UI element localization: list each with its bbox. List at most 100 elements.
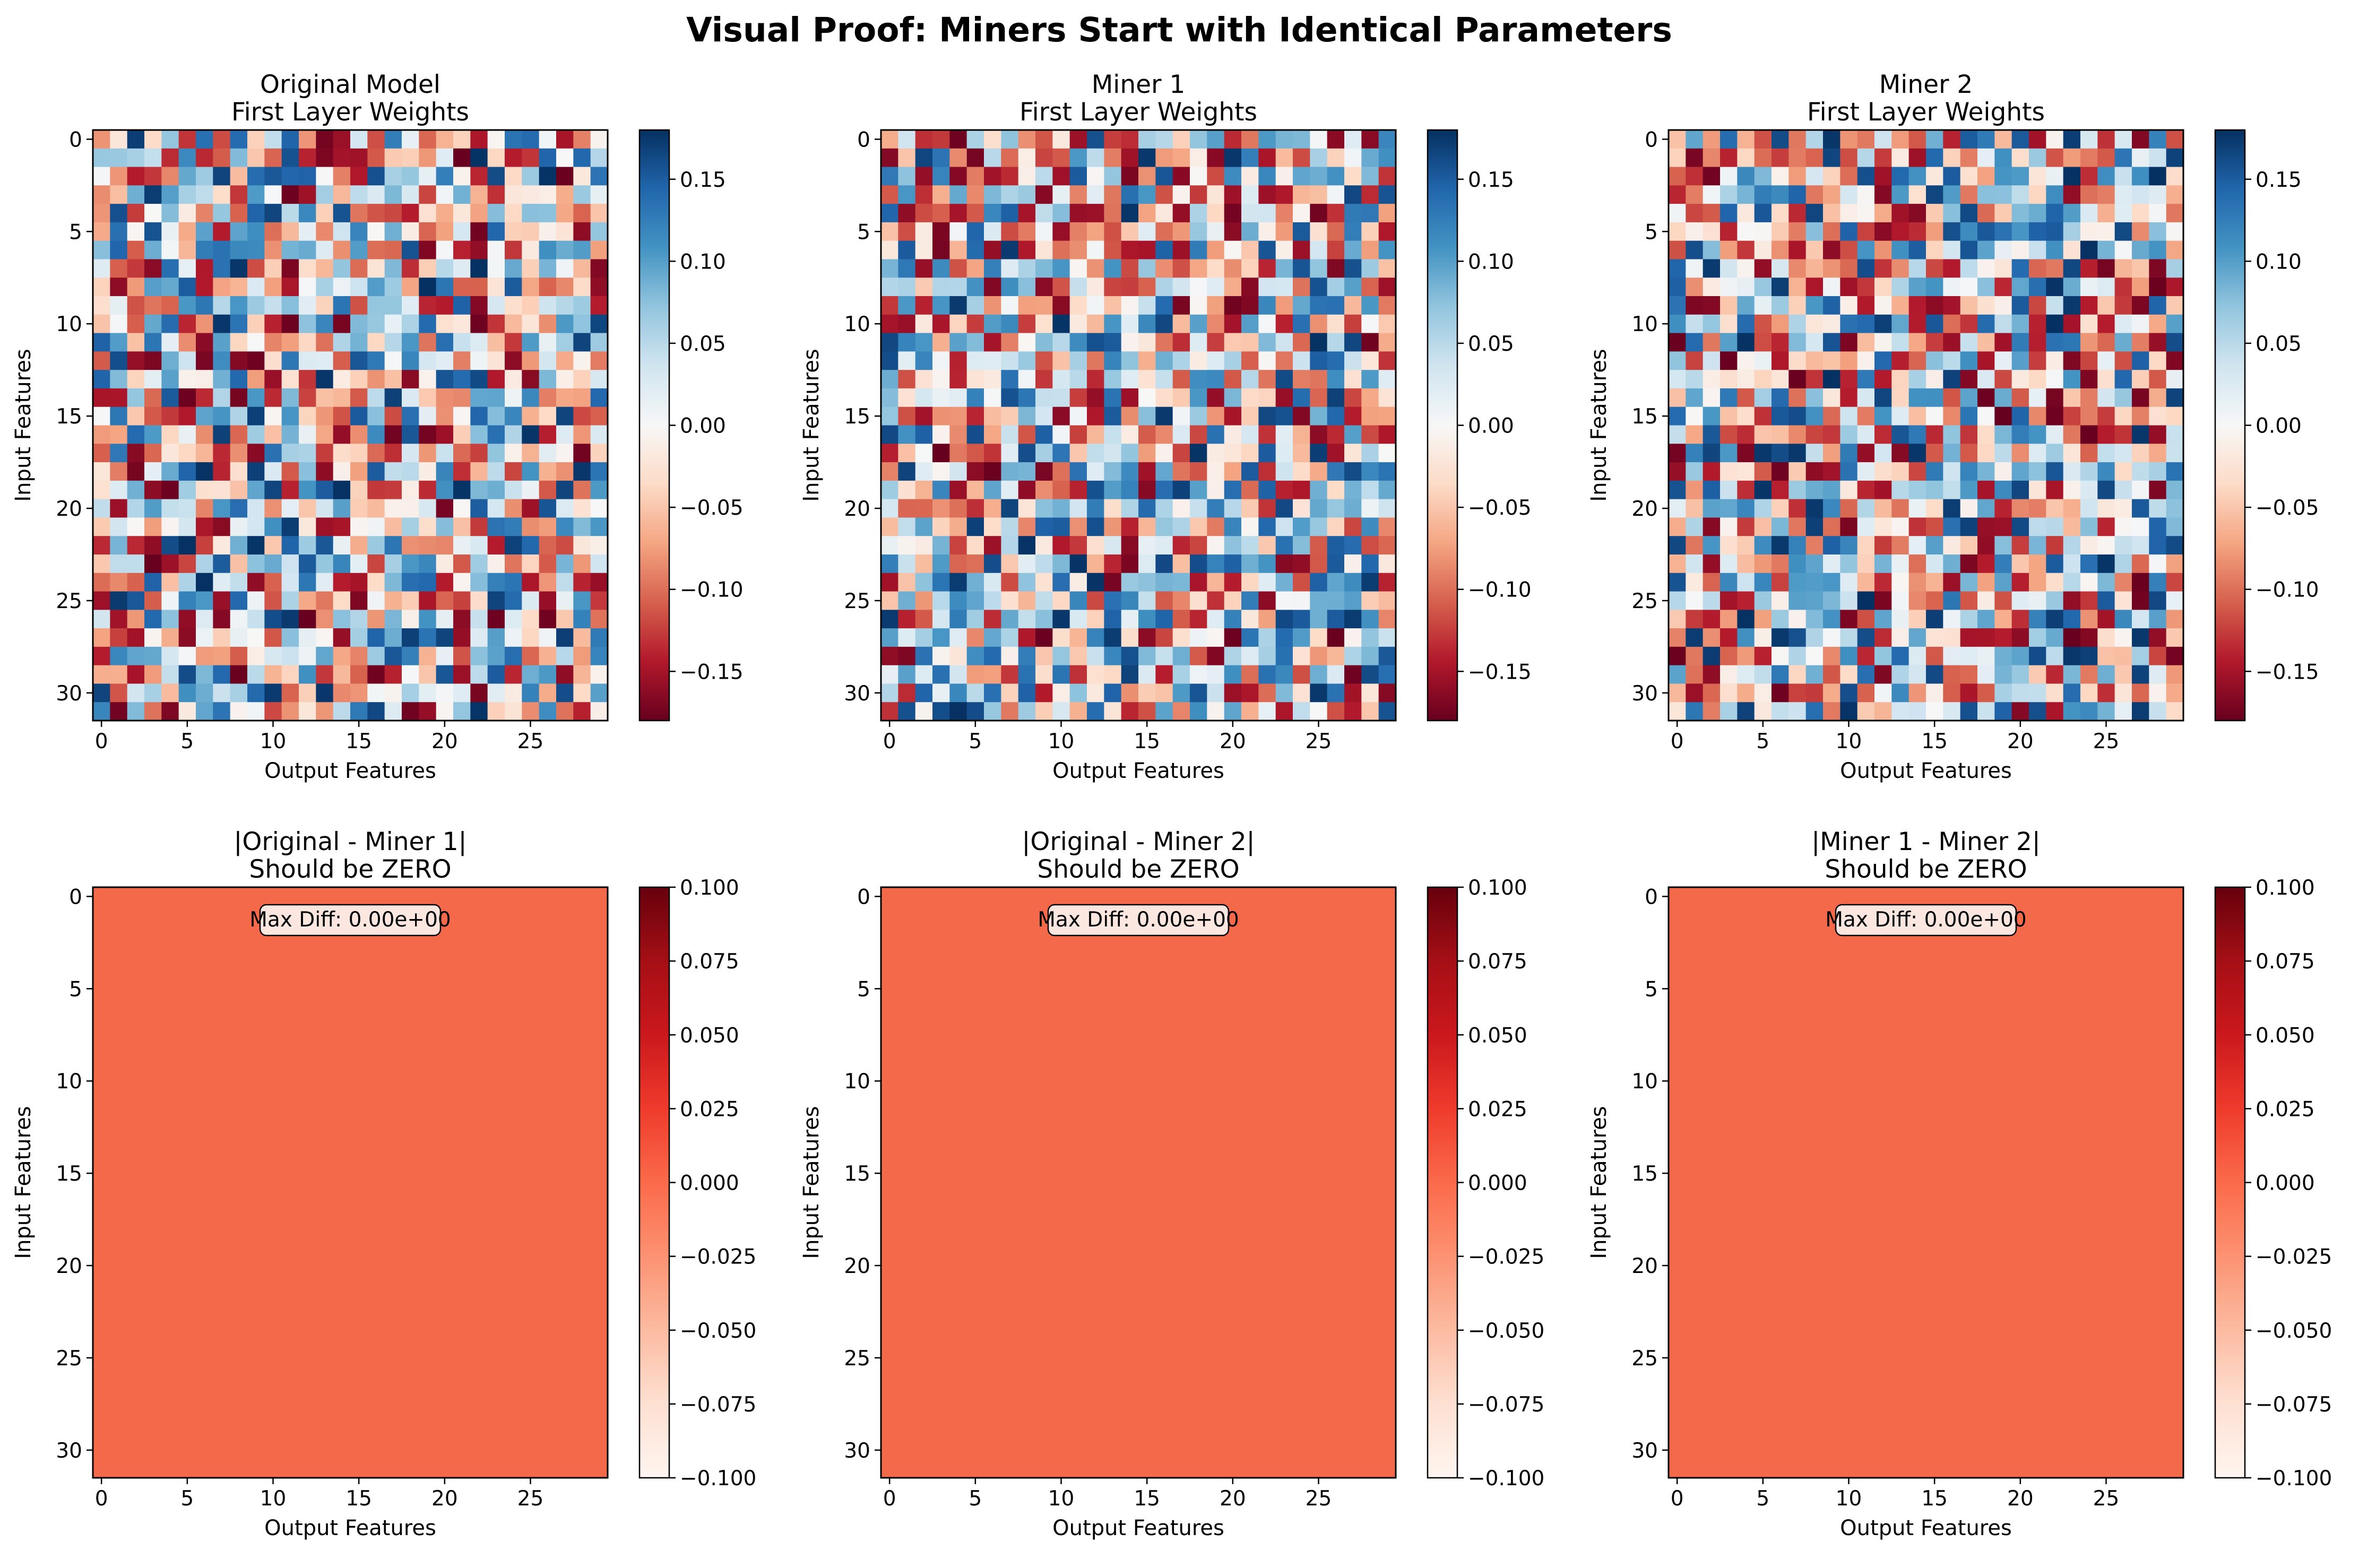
heatmap-cell	[213, 425, 231, 444]
heatmap-cell	[1121, 296, 1139, 315]
heatmap-cell	[470, 351, 488, 370]
heatmap-cell	[230, 517, 248, 536]
heatmap-cell	[1823, 499, 1840, 518]
heatmap-cell	[1344, 462, 1362, 481]
heatmap-cell	[1104, 240, 1122, 260]
heatmap-cell	[247, 554, 265, 574]
heatmap-cell	[178, 683, 196, 703]
heatmap-cell	[2166, 167, 2184, 186]
heatmap-cell	[932, 240, 950, 260]
heatmap-cell	[178, 314, 196, 334]
heatmap-cell	[419, 554, 437, 574]
heatmap-cell	[1018, 388, 1036, 408]
heatmap-cell	[1035, 259, 1053, 278]
heatmap-cell	[419, 296, 437, 315]
y-tick-label: 5	[857, 220, 870, 244]
heatmap-cell	[230, 351, 248, 370]
heatmap-cell	[1172, 554, 1190, 574]
heatmap-cell	[1104, 296, 1122, 315]
heatmap-cell-block	[93, 887, 608, 1478]
heatmap-cell	[247, 665, 265, 685]
heatmap-cell	[1720, 240, 1738, 260]
heatmap-cell	[1754, 333, 1772, 352]
heatmap-cell	[350, 240, 368, 260]
heatmap-cell	[93, 554, 110, 574]
heatmap-cell	[2114, 278, 2132, 297]
heatmap-cell	[2097, 204, 2115, 223]
heatmap-cell	[1720, 573, 1738, 592]
heatmap-cell	[949, 278, 967, 297]
heatmap-cell	[1344, 406, 1362, 426]
heatmap-cell	[1327, 167, 1345, 186]
heatmap-cell	[110, 185, 128, 204]
heatmap-cell	[1293, 333, 1310, 352]
heatmap-cell	[247, 499, 265, 518]
heatmap-cell	[1207, 148, 1225, 168]
heatmap-cell	[1361, 702, 1379, 721]
heatmap-cell	[1874, 702, 1892, 721]
heatmap-cell	[281, 683, 299, 703]
heatmap-cell	[316, 517, 334, 536]
heatmap-cell	[1805, 296, 1824, 315]
heatmap-cell	[573, 370, 591, 389]
heatmap-cell	[1823, 314, 1840, 334]
heatmap-cell	[984, 425, 1001, 444]
heatmap-cell	[110, 536, 128, 555]
heatmap-cell	[1327, 425, 1345, 444]
heatmap-cell	[590, 240, 608, 260]
heatmap-cell	[299, 185, 316, 204]
y-tick-label: 5	[857, 977, 870, 1001]
heatmap-cell	[1052, 296, 1070, 315]
heatmap-cell	[539, 314, 557, 334]
heatmap-cell	[1344, 167, 1362, 186]
heatmap-cell	[1754, 610, 1772, 629]
heatmap-cell	[1686, 702, 1704, 721]
heatmap-cell	[1943, 388, 1961, 408]
heatmap-cell	[2080, 259, 2098, 278]
heatmap-cell	[1977, 517, 1995, 536]
heatmap-cell	[1327, 278, 1345, 297]
heatmap-cell	[1994, 683, 2012, 703]
heatmap-cell	[127, 148, 145, 168]
heatmap-cell	[178, 499, 196, 518]
heatmap-cell	[1874, 425, 1892, 444]
heatmap-cell	[1224, 646, 1242, 666]
heatmap-cell	[1104, 554, 1122, 574]
heatmap-cell	[213, 702, 231, 721]
heatmap-cell	[1138, 388, 1156, 408]
heatmap-cell	[1310, 296, 1328, 315]
heatmap-cell	[1310, 444, 1328, 463]
heatmap-cell	[1874, 499, 1892, 518]
heatmap-cell	[436, 702, 454, 721]
heatmap-cell	[384, 278, 402, 297]
heatmap-cell	[1344, 665, 1362, 685]
heatmap-cell	[2011, 259, 2029, 278]
heatmap-cell	[1669, 388, 1686, 408]
heatmap-cell	[1669, 425, 1686, 444]
heatmap-cell	[1960, 665, 1978, 685]
heatmap-cell	[230, 536, 248, 555]
heatmap-cell	[178, 591, 196, 610]
heatmap-cell	[1001, 610, 1019, 629]
heatmap-cell	[1275, 646, 1293, 666]
heatmap-cell	[1686, 573, 1704, 592]
heatmap-cell	[1258, 167, 1276, 186]
heatmap-cell	[1224, 314, 1242, 334]
heatmap-cell	[898, 610, 916, 629]
heatmap-cell	[1172, 499, 1190, 518]
heatmap-cell	[1788, 517, 1807, 536]
heatmap-cell	[1172, 333, 1190, 352]
heatmap-cell	[470, 167, 488, 186]
heatmap-cell	[522, 370, 540, 389]
x-tick-label: 5	[180, 730, 194, 753]
heatmap-cell	[1052, 646, 1070, 666]
heatmap-cell	[281, 499, 299, 518]
heatmap-cell	[1035, 130, 1053, 149]
heatmap-cell	[384, 480, 402, 500]
heatmap-cell	[127, 130, 145, 149]
heatmap-cell	[2149, 646, 2167, 666]
heatmap-cell	[1840, 333, 1858, 352]
heatmap-cell	[487, 185, 505, 204]
heatmap-cell	[1138, 167, 1156, 186]
heatmap-cell	[1275, 425, 1293, 444]
